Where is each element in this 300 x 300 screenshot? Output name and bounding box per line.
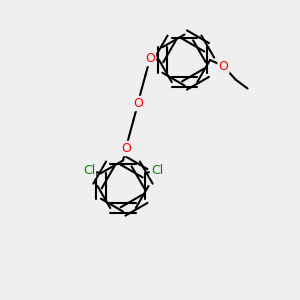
Text: Cl: Cl xyxy=(83,164,95,177)
Text: O: O xyxy=(219,59,228,73)
Text: O: O xyxy=(145,52,155,65)
Text: O: O xyxy=(121,142,131,155)
Text: Cl: Cl xyxy=(151,164,163,177)
Text: O: O xyxy=(133,97,143,110)
